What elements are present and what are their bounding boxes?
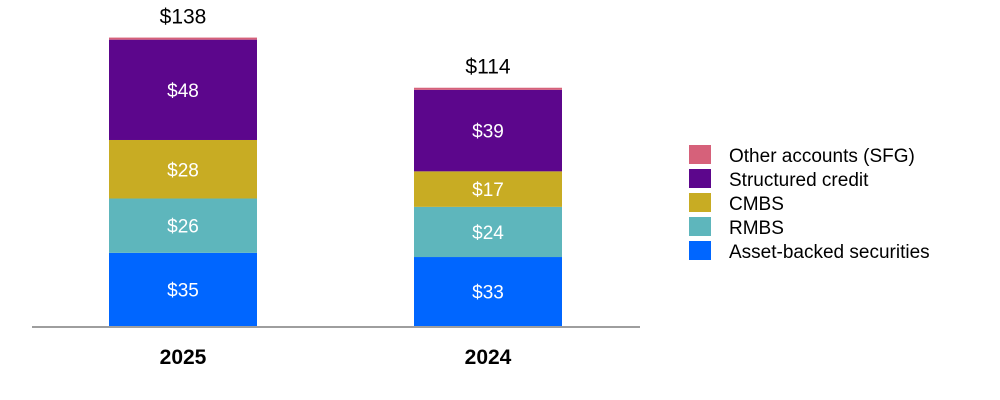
segment-value-label: $17	[472, 180, 504, 201]
bar-segment-2024-4	[414, 87, 562, 90]
bar-segment-2025-2	[109, 139, 257, 199]
segment-value-label: $28	[167, 160, 199, 181]
segment-value-label: $26	[167, 217, 199, 238]
legend-item-label: Structured credit	[729, 170, 869, 191]
bar-segment-2024-2	[414, 171, 562, 207]
bar-segment-2024-0	[414, 257, 562, 326]
category-label-2025: 2025	[160, 346, 207, 369]
segment-value-label: $33	[472, 283, 504, 304]
bar-segment-2025-0	[109, 252, 257, 326]
legend-item-label: CMBS	[729, 194, 784, 215]
legend-swatch	[689, 193, 711, 212]
bar-segment-2025-3	[109, 39, 257, 140]
total-label-2025: $138	[160, 6, 207, 29]
legend-swatch	[689, 169, 711, 188]
segment-value-label: $48	[167, 81, 199, 102]
bar-segment-2025-1	[109, 198, 257, 253]
bars-group: $35 $26 $28 $48 $138 $33 $24 $17 $39 $114	[109, 6, 562, 326]
category-labels: 2025 2024	[160, 346, 512, 369]
segment-value-label: $39	[472, 122, 504, 143]
total-label-2024: $114	[465, 56, 510, 79]
legend-swatch	[689, 217, 711, 236]
legend: Other accounts (SFG) Structured credit CMB…	[689, 145, 930, 263]
bar-segment-2025-4	[109, 37, 257, 40]
bar-segment-2024-3	[414, 89, 562, 172]
bar-segment-2024-1	[414, 206, 562, 258]
segment-value-label: $24	[472, 223, 504, 244]
legend-swatch	[689, 241, 711, 260]
category-label-2024: 2024	[465, 346, 512, 369]
legend-swatch	[689, 145, 711, 164]
segment-value-label: $35	[167, 280, 199, 301]
legend-item-label: Asset-backed securities	[729, 242, 930, 263]
legend-item-label: RMBS	[729, 218, 784, 239]
legend-item-label: Other accounts (SFG)	[729, 146, 915, 167]
